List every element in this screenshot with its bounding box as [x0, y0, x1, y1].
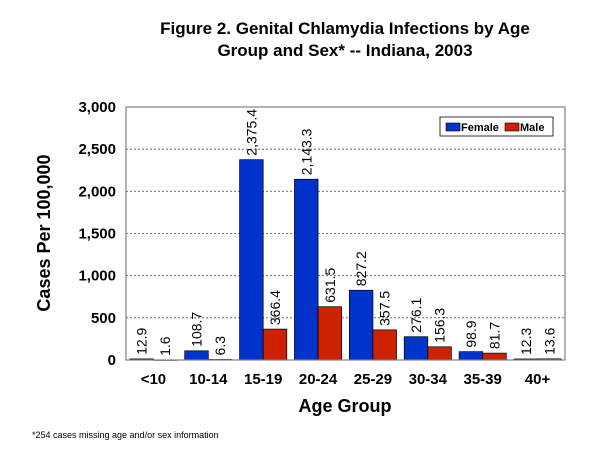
bar-female-15-19	[239, 159, 264, 361]
bar-female-30-34	[403, 336, 429, 361]
x-tick-label: 40+	[525, 371, 551, 388]
data-label-female: 108.7	[189, 312, 205, 347]
bar-male-15-19	[262, 328, 288, 361]
footnote: *254 cases missing age and/or sex inform…	[32, 430, 219, 440]
data-label-male: 357.5	[377, 291, 393, 326]
bar-male-35-39	[482, 352, 507, 361]
data-label-female: 2,375.4	[243, 109, 259, 156]
y-tick-labels: 0 500 1,000 1,500 2,000 2,500 3,000	[78, 99, 116, 369]
data-label-female: 827.2	[353, 251, 369, 286]
x-tick-label: 15-19	[244, 371, 282, 388]
y-tick-label: 1,000	[78, 268, 116, 285]
y-tick-label: 2,500	[78, 141, 116, 158]
data-label-male: 13.6	[541, 327, 557, 354]
x-tick-label: <10	[141, 371, 166, 388]
x-tick-label: 35-39	[464, 371, 502, 388]
legend-box	[439, 116, 554, 137]
x-tick-label: 20-24	[299, 371, 338, 388]
legend-swatch-female	[445, 122, 461, 132]
data-label-male: 366.4	[267, 290, 283, 325]
data-label-female: 98.9	[463, 320, 479, 347]
data-labels: 12.9 1.6 108.7 6.3 2,375.4 366.4 2,143.3 631.5 8…	[134, 109, 558, 356]
data-label-male: 1.6	[157, 336, 173, 356]
bar-male-20-24	[317, 306, 343, 361]
y-tick-label: 0	[108, 352, 116, 369]
data-label-female: 12.9	[134, 327, 150, 354]
data-label-female: 12.3	[518, 328, 534, 355]
legend: Female Male	[439, 116, 554, 137]
x-tick-label: 25-29	[354, 371, 392, 388]
x-axis-label: Age Group	[299, 396, 392, 416]
data-label-female: 2,143.3	[298, 128, 314, 175]
data-label-male: 156.3	[432, 308, 448, 343]
x-tick-labels: <10 10-14 15-19 20-24 25-29 30-34 35-39 40+	[141, 371, 551, 388]
y-tick-label: 2,000	[78, 183, 116, 200]
chart-title-line-2: Group and Sex* -- Indiana, 2003	[217, 41, 472, 60]
legend-label-male: Male	[520, 122, 544, 134]
legend-swatch-male	[504, 122, 520, 132]
bar-female-10-14	[184, 350, 209, 361]
bars	[129, 159, 562, 361]
y-axis-label: Cases Per 100,000	[34, 154, 54, 311]
y-tick-label: 500	[91, 310, 116, 327]
chart-title-line-1: Figure 2. Genital Chlamydia Infections b…	[160, 19, 530, 38]
bar-male-25-29	[372, 329, 397, 361]
plot-area-border	[125, 106, 566, 361]
bar-female-20-24	[294, 178, 319, 361]
y-tick-label: 1,500	[78, 226, 116, 243]
data-label-male: 631.5	[322, 267, 338, 302]
data-label-female: 276.1	[408, 297, 424, 332]
y-tick-label: 3,000	[78, 99, 116, 116]
bar-female-35-39	[458, 351, 484, 361]
x-tick-label: 30-34	[409, 371, 448, 388]
bar-female-25-29	[348, 289, 374, 361]
data-label-male: 81.7	[486, 322, 502, 349]
x-tick-label: 10-14	[189, 371, 228, 388]
data-label-male: 6.3	[212, 336, 228, 356]
legend-label-female: Female	[461, 122, 499, 134]
gridlines	[126, 148, 565, 319]
bar-male-30-34	[427, 346, 452, 361]
